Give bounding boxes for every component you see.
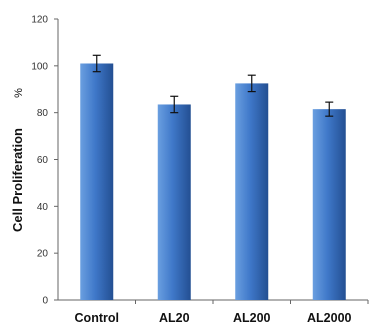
y-tick-label: 20 <box>37 249 49 260</box>
x-tick-label: AL200 <box>233 311 271 325</box>
x-tick-label: Control <box>75 311 119 325</box>
y-tick-label: 40 <box>37 202 49 213</box>
bar <box>235 83 269 300</box>
y-tick-label: 80 <box>37 108 49 119</box>
y-tick-label: 100 <box>31 61 48 72</box>
bar <box>157 104 191 301</box>
x-tick-label: AL2000 <box>307 311 352 325</box>
y-tick-label: 0 <box>42 296 48 307</box>
y-tick-label: 60 <box>37 155 49 166</box>
y-tick-label: 120 <box>31 15 48 26</box>
y-axis-title: Cell Proliferation <box>10 128 25 232</box>
bar <box>80 63 114 300</box>
y-axis-unit: % <box>13 88 25 98</box>
bar <box>312 109 346 300</box>
plot-area: 0 20 40 60 80 100 120 Control AL20 AL200 AL2000 <box>31 15 369 325</box>
x-tick-label: AL20 <box>159 311 190 325</box>
